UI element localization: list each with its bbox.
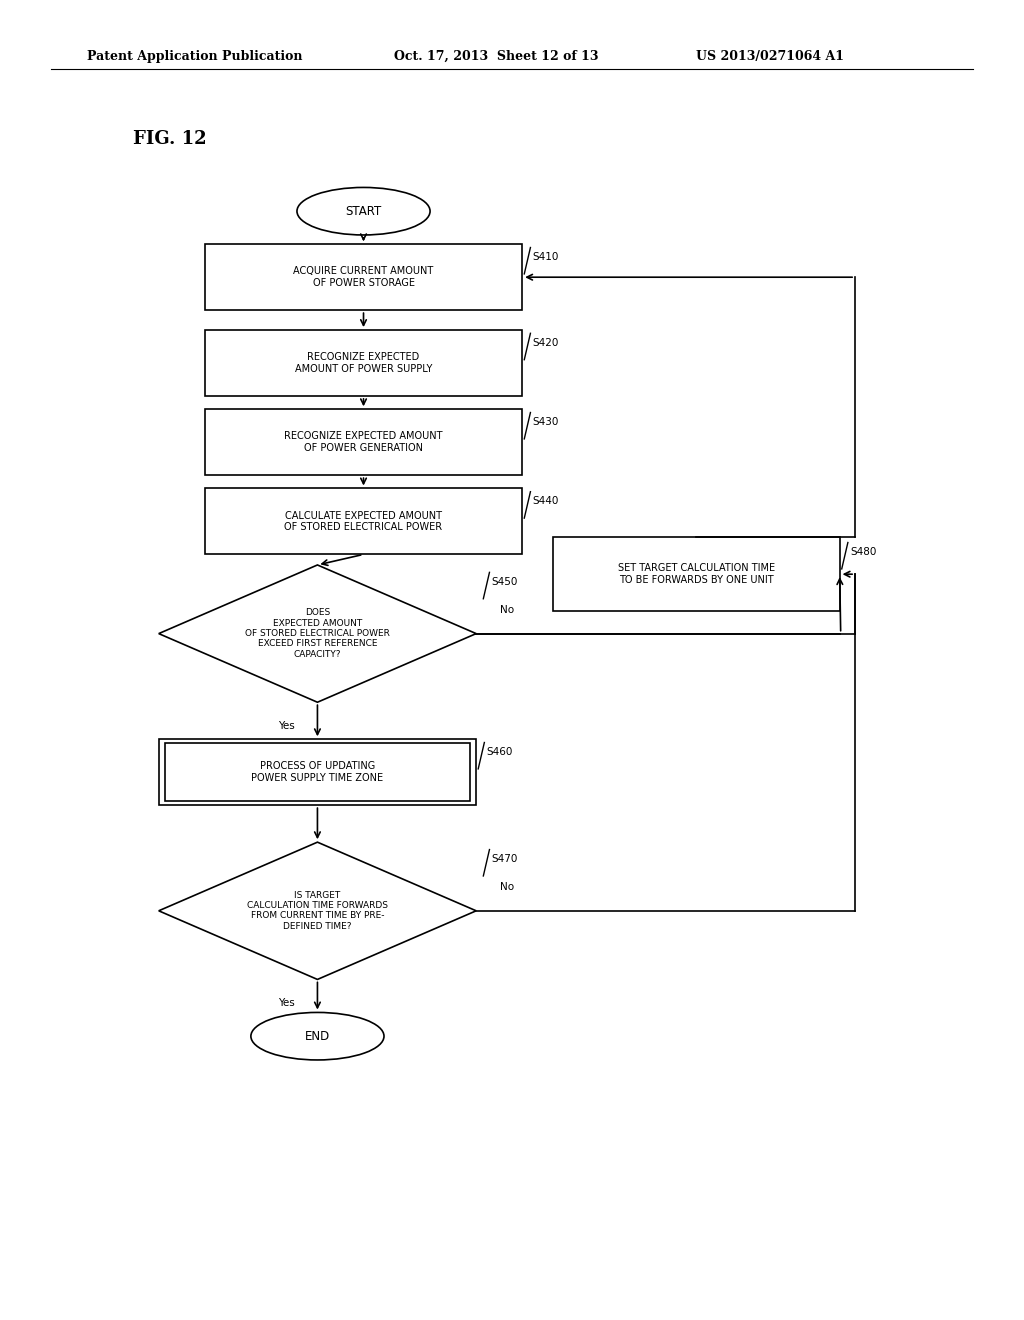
Text: PROCESS OF UPDATING
POWER SUPPLY TIME ZONE: PROCESS OF UPDATING POWER SUPPLY TIME ZO… bbox=[251, 762, 384, 783]
Text: S420: S420 bbox=[532, 338, 559, 347]
Text: US 2013/0271064 A1: US 2013/0271064 A1 bbox=[696, 50, 845, 63]
Bar bbox=[159, 739, 476, 805]
Text: ACQUIRE CURRENT AMOUNT
OF POWER STORAGE: ACQUIRE CURRENT AMOUNT OF POWER STORAGE bbox=[294, 267, 433, 288]
Text: Oct. 17, 2013  Sheet 12 of 13: Oct. 17, 2013 Sheet 12 of 13 bbox=[394, 50, 599, 63]
Text: RECOGNIZE EXPECTED AMOUNT
OF POWER GENERATION: RECOGNIZE EXPECTED AMOUNT OF POWER GENER… bbox=[285, 432, 442, 453]
Bar bbox=[205, 409, 522, 475]
Text: S410: S410 bbox=[532, 252, 559, 261]
Text: Patent Application Publication: Patent Application Publication bbox=[87, 50, 302, 63]
Text: FIG. 12: FIG. 12 bbox=[133, 129, 207, 148]
Text: S470: S470 bbox=[492, 854, 518, 863]
Text: S480: S480 bbox=[850, 546, 877, 557]
Text: Yes: Yes bbox=[279, 998, 295, 1008]
Text: CALCULATE EXPECTED AMOUNT
OF STORED ELECTRICAL POWER: CALCULATE EXPECTED AMOUNT OF STORED ELEC… bbox=[285, 511, 442, 532]
Bar bbox=[205, 488, 522, 554]
Bar bbox=[553, 537, 840, 611]
Bar bbox=[205, 330, 522, 396]
Text: DOES
EXPECTED AMOUNT
OF STORED ELECTRICAL POWER
EXCEED FIRST REFERENCE
CAPACITY?: DOES EXPECTED AMOUNT OF STORED ELECTRICA… bbox=[245, 609, 390, 659]
Text: Yes: Yes bbox=[279, 721, 295, 731]
Bar bbox=[205, 244, 522, 310]
Text: No: No bbox=[500, 605, 514, 615]
Text: No: No bbox=[500, 882, 514, 892]
Text: S460: S460 bbox=[486, 747, 513, 756]
Text: S450: S450 bbox=[492, 577, 518, 586]
Text: START: START bbox=[345, 205, 382, 218]
Text: RECOGNIZE EXPECTED
AMOUNT OF POWER SUPPLY: RECOGNIZE EXPECTED AMOUNT OF POWER SUPPL… bbox=[295, 352, 432, 374]
Text: END: END bbox=[305, 1030, 330, 1043]
Text: S430: S430 bbox=[532, 417, 559, 426]
Text: SET TARGET CALCULATION TIME
TO BE FORWARDS BY ONE UNIT: SET TARGET CALCULATION TIME TO BE FORWAR… bbox=[617, 564, 775, 585]
Text: S440: S440 bbox=[532, 496, 559, 506]
Bar bbox=[165, 743, 470, 801]
Text: IS TARGET
CALCULATION TIME FORWARDS
FROM CURRENT TIME BY PRE-
DEFINED TIME?: IS TARGET CALCULATION TIME FORWARDS FROM… bbox=[247, 891, 388, 931]
